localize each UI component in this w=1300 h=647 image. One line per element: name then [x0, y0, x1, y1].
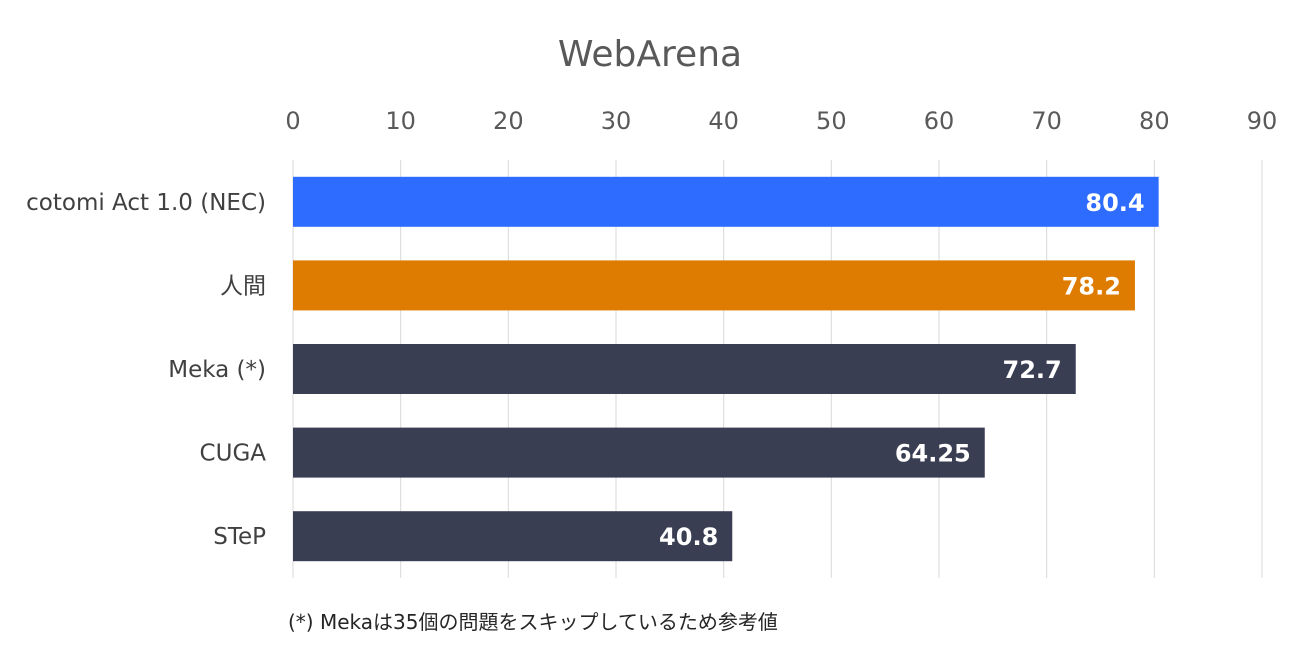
bar [293, 344, 1076, 394]
category-label: Meka (*) [168, 357, 266, 383]
x-tick-label: 0 [285, 107, 300, 135]
bar [293, 260, 1135, 311]
bar-chart: WebArena 0 10 20 30 40 50 60 70 80 90 cotomi Act … [26, 34, 1277, 578]
data-label: 72.7 [1003, 356, 1062, 384]
x-tick-label: 70 [1031, 107, 1062, 135]
category-labels: cotomi Act 1.0 (NEC) 人間 Meka (*) CUGA STeP [26, 190, 266, 550]
x-tick-label: 50 [816, 107, 847, 135]
bar [293, 176, 1159, 227]
category-label: STeP [213, 524, 266, 550]
x-tick-label: 60 [924, 107, 955, 135]
bars [293, 176, 1159, 562]
x-tick-label: 40 [708, 107, 739, 135]
category-label: cotomi Act 1.0 (NEC) [26, 190, 266, 216]
x-tick-label: 30 [601, 107, 632, 135]
category-label: CUGA [200, 441, 267, 467]
bar [293, 427, 985, 478]
data-labels: 80.4 78.2 72.7 64.25 40.8 [659, 189, 1145, 551]
data-label: 40.8 [659, 523, 718, 551]
chart-title: WebArena [558, 34, 742, 75]
x-tick-label: 80 [1139, 107, 1170, 135]
x-tick-label: 20 [493, 107, 524, 135]
x-tick-label: 10 [385, 107, 416, 135]
data-label: 78.2 [1062, 272, 1121, 300]
bar [293, 511, 733, 562]
data-label: 80.4 [1085, 189, 1144, 217]
x-axis-ticks: 0 10 20 30 40 50 60 70 80 90 [285, 107, 1277, 135]
category-label: 人間 [220, 273, 266, 299]
footnote: (*) Mekaは35個の問題をスキップしているため参考値 [288, 610, 778, 634]
data-label: 64.25 [895, 440, 971, 468]
x-tick-label: 90 [1247, 107, 1278, 135]
